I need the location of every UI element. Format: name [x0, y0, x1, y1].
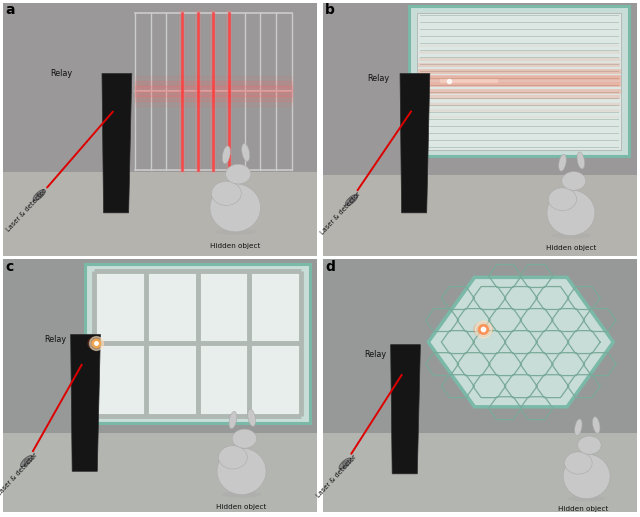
- FancyBboxPatch shape: [410, 6, 629, 156]
- Ellipse shape: [559, 154, 566, 171]
- Ellipse shape: [222, 146, 230, 164]
- Ellipse shape: [567, 496, 606, 501]
- Text: c: c: [5, 260, 13, 274]
- Bar: [94, 271, 301, 416]
- Ellipse shape: [248, 409, 255, 427]
- Bar: [199, 272, 248, 342]
- Ellipse shape: [232, 429, 257, 448]
- Bar: [417, 13, 621, 149]
- Text: a: a: [5, 3, 15, 17]
- Polygon shape: [400, 73, 430, 213]
- Ellipse shape: [562, 172, 586, 190]
- Bar: [96, 272, 145, 342]
- Text: Relay: Relay: [44, 335, 66, 344]
- Ellipse shape: [578, 436, 601, 454]
- Polygon shape: [323, 258, 637, 433]
- Ellipse shape: [211, 181, 241, 205]
- Ellipse shape: [577, 152, 584, 169]
- Ellipse shape: [547, 190, 595, 236]
- Ellipse shape: [564, 452, 592, 474]
- Ellipse shape: [221, 492, 262, 497]
- Circle shape: [474, 322, 493, 337]
- Text: Relay: Relay: [51, 69, 72, 78]
- Text: Laser & detector: Laser & detector: [319, 190, 362, 235]
- Ellipse shape: [575, 419, 582, 436]
- Circle shape: [93, 341, 98, 345]
- Bar: [199, 345, 248, 414]
- Ellipse shape: [225, 164, 251, 184]
- Text: Laser & detector: Laser & detector: [6, 188, 48, 233]
- Polygon shape: [3, 258, 317, 433]
- Bar: [147, 345, 196, 414]
- Ellipse shape: [229, 412, 237, 429]
- Text: Hidden object: Hidden object: [558, 506, 609, 512]
- Polygon shape: [323, 433, 637, 512]
- Text: Laser & detector: Laser & detector: [315, 454, 358, 499]
- Bar: [251, 345, 300, 414]
- Ellipse shape: [214, 229, 256, 235]
- Ellipse shape: [33, 190, 45, 201]
- FancyBboxPatch shape: [85, 264, 310, 423]
- Polygon shape: [428, 278, 613, 407]
- Polygon shape: [3, 433, 317, 512]
- Circle shape: [477, 325, 489, 334]
- Text: Laser & detector: Laser & detector: [0, 451, 38, 496]
- Ellipse shape: [210, 184, 260, 232]
- Ellipse shape: [593, 417, 600, 433]
- Ellipse shape: [242, 144, 250, 161]
- Text: d: d: [325, 260, 335, 274]
- Ellipse shape: [343, 462, 348, 466]
- Text: Hidden object: Hidden object: [546, 245, 596, 251]
- Text: Hidden object: Hidden object: [210, 243, 260, 249]
- Polygon shape: [3, 3, 317, 172]
- Polygon shape: [102, 73, 132, 213]
- Ellipse shape: [551, 233, 591, 238]
- Circle shape: [91, 340, 100, 347]
- Polygon shape: [70, 334, 100, 472]
- Ellipse shape: [339, 458, 351, 469]
- Text: Relay: Relay: [364, 350, 386, 359]
- Polygon shape: [3, 172, 317, 256]
- Bar: [251, 272, 300, 342]
- Ellipse shape: [20, 455, 33, 467]
- Ellipse shape: [24, 459, 29, 463]
- Polygon shape: [323, 175, 637, 256]
- Ellipse shape: [37, 193, 42, 197]
- Bar: [147, 272, 196, 342]
- Ellipse shape: [548, 188, 577, 210]
- Polygon shape: [390, 345, 420, 474]
- Ellipse shape: [217, 448, 266, 495]
- Ellipse shape: [563, 454, 610, 499]
- Ellipse shape: [349, 198, 354, 202]
- Ellipse shape: [346, 194, 358, 206]
- Text: Hidden object: Hidden object: [216, 504, 267, 510]
- Circle shape: [88, 337, 104, 349]
- Ellipse shape: [218, 446, 247, 469]
- Polygon shape: [323, 3, 637, 175]
- Text: b: b: [325, 3, 335, 17]
- Text: Relay: Relay: [367, 74, 389, 83]
- Bar: [96, 345, 145, 414]
